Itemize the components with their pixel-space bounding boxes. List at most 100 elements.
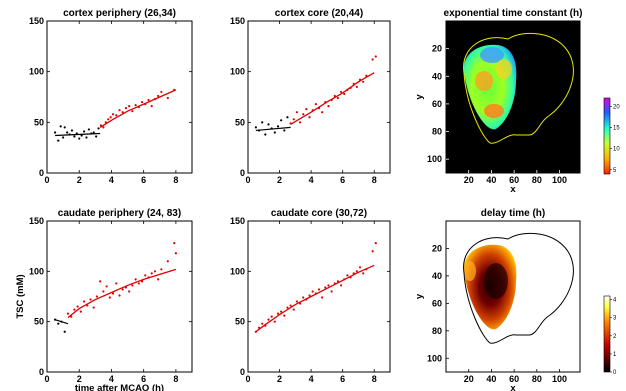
x-tick-label: 4 [109,175,114,185]
x-tick-label: 6 [141,374,146,384]
data-point [59,125,62,128]
chart-title: caudate periphery (24, 83) [58,208,181,219]
x-tick-label: 0 [44,374,49,384]
data-point [150,272,153,275]
panel-1: cortex periphery (26,34) 0 2 4 6 8 0 50 100 150 [29,8,193,185]
data-point [131,110,134,113]
y-tick-label: 50 [235,317,245,327]
data-point [75,132,78,135]
data-point [346,88,349,92]
data-point [121,288,124,291]
y-tick-label: 100 [230,266,245,276]
data-point [63,126,66,129]
data-point [173,242,176,245]
data-point [264,324,267,327]
colorbar-tick-label: 15 [613,126,620,132]
data-point [53,318,57,321]
data-point [257,129,261,132]
data-point [362,80,365,83]
chart-title: delay time (h) [481,208,545,219]
x-tick-label: 60 [509,374,519,384]
data-point [160,268,163,271]
data-point [128,105,131,108]
data-point [276,125,280,128]
plot-area [247,20,391,174]
data-point [166,260,169,263]
data-point [137,282,140,285]
data-point [107,118,110,121]
colorbar-tick-label: 3 [613,316,617,322]
data-point [80,134,83,137]
data-point [108,296,111,299]
data-point [92,306,95,309]
y-tick-label: 80 [432,326,442,336]
data-point [314,102,317,106]
data-point [371,250,374,253]
x-tick-label: 2 [277,374,282,384]
data-point [104,121,107,124]
data-point [311,109,314,112]
data-point [302,296,305,299]
x-axis-label: x [510,184,516,195]
data-point [349,276,352,279]
colorbar-tick-label: 10 [613,147,620,153]
data-point [97,127,100,130]
data-point [336,280,340,283]
data-point [254,330,257,333]
colorbar [603,97,611,175]
colorbar-tick-label: 2 [613,334,617,340]
data-point [118,294,121,297]
data-point [102,126,105,129]
data-point [92,131,95,134]
plot-area [247,220,391,373]
data-point [57,139,60,142]
colorbar-tick-label: 20 [613,104,620,110]
y-axis-label: TSC (mM) [15,274,26,318]
fit-line [290,72,375,125]
data-point [333,94,336,98]
data-point [121,111,124,114]
data-point [330,290,333,293]
data-point [305,108,308,111]
data-point [90,132,93,135]
data-point [289,122,292,125]
x-axis-label: x [510,383,516,391]
data-point [124,286,128,289]
x-tick-label: 100 [552,175,567,185]
data-point [355,85,358,88]
plot-area [46,20,193,174]
data-point [355,270,358,273]
x-tick-label: 4 [109,374,114,384]
y-tick-label: 20 [432,243,442,253]
data-point [270,315,273,318]
y-tick-label: 150 [230,16,245,26]
data-point [118,109,121,112]
fit-line [67,268,177,319]
panel-5: caudate core (30,72) 0 2 4 6 8 0 50 100 150 [230,208,391,384]
data-point [374,242,377,245]
data-point [327,284,330,287]
data-point [82,130,86,133]
data-point [349,86,352,89]
data-point [66,131,69,134]
data-point [157,278,160,281]
data-point [79,310,82,313]
x-tick-label: 20 [464,175,474,185]
x-tick-label: 4 [309,175,314,185]
data-point [68,133,71,136]
data-point [150,105,153,108]
fit-line-baseline [55,132,101,137]
fit-line [99,89,177,128]
data-point [109,116,112,119]
data-point [115,282,118,285]
data-point [305,298,308,301]
data-point [89,298,92,301]
data-point [105,285,108,288]
data-point [140,100,144,104]
data-point [295,111,299,114]
data-point [339,284,343,287]
y-axis-label: y [414,293,425,299]
data-point [87,128,90,131]
data-point [174,252,177,255]
colorbar [603,295,611,373]
